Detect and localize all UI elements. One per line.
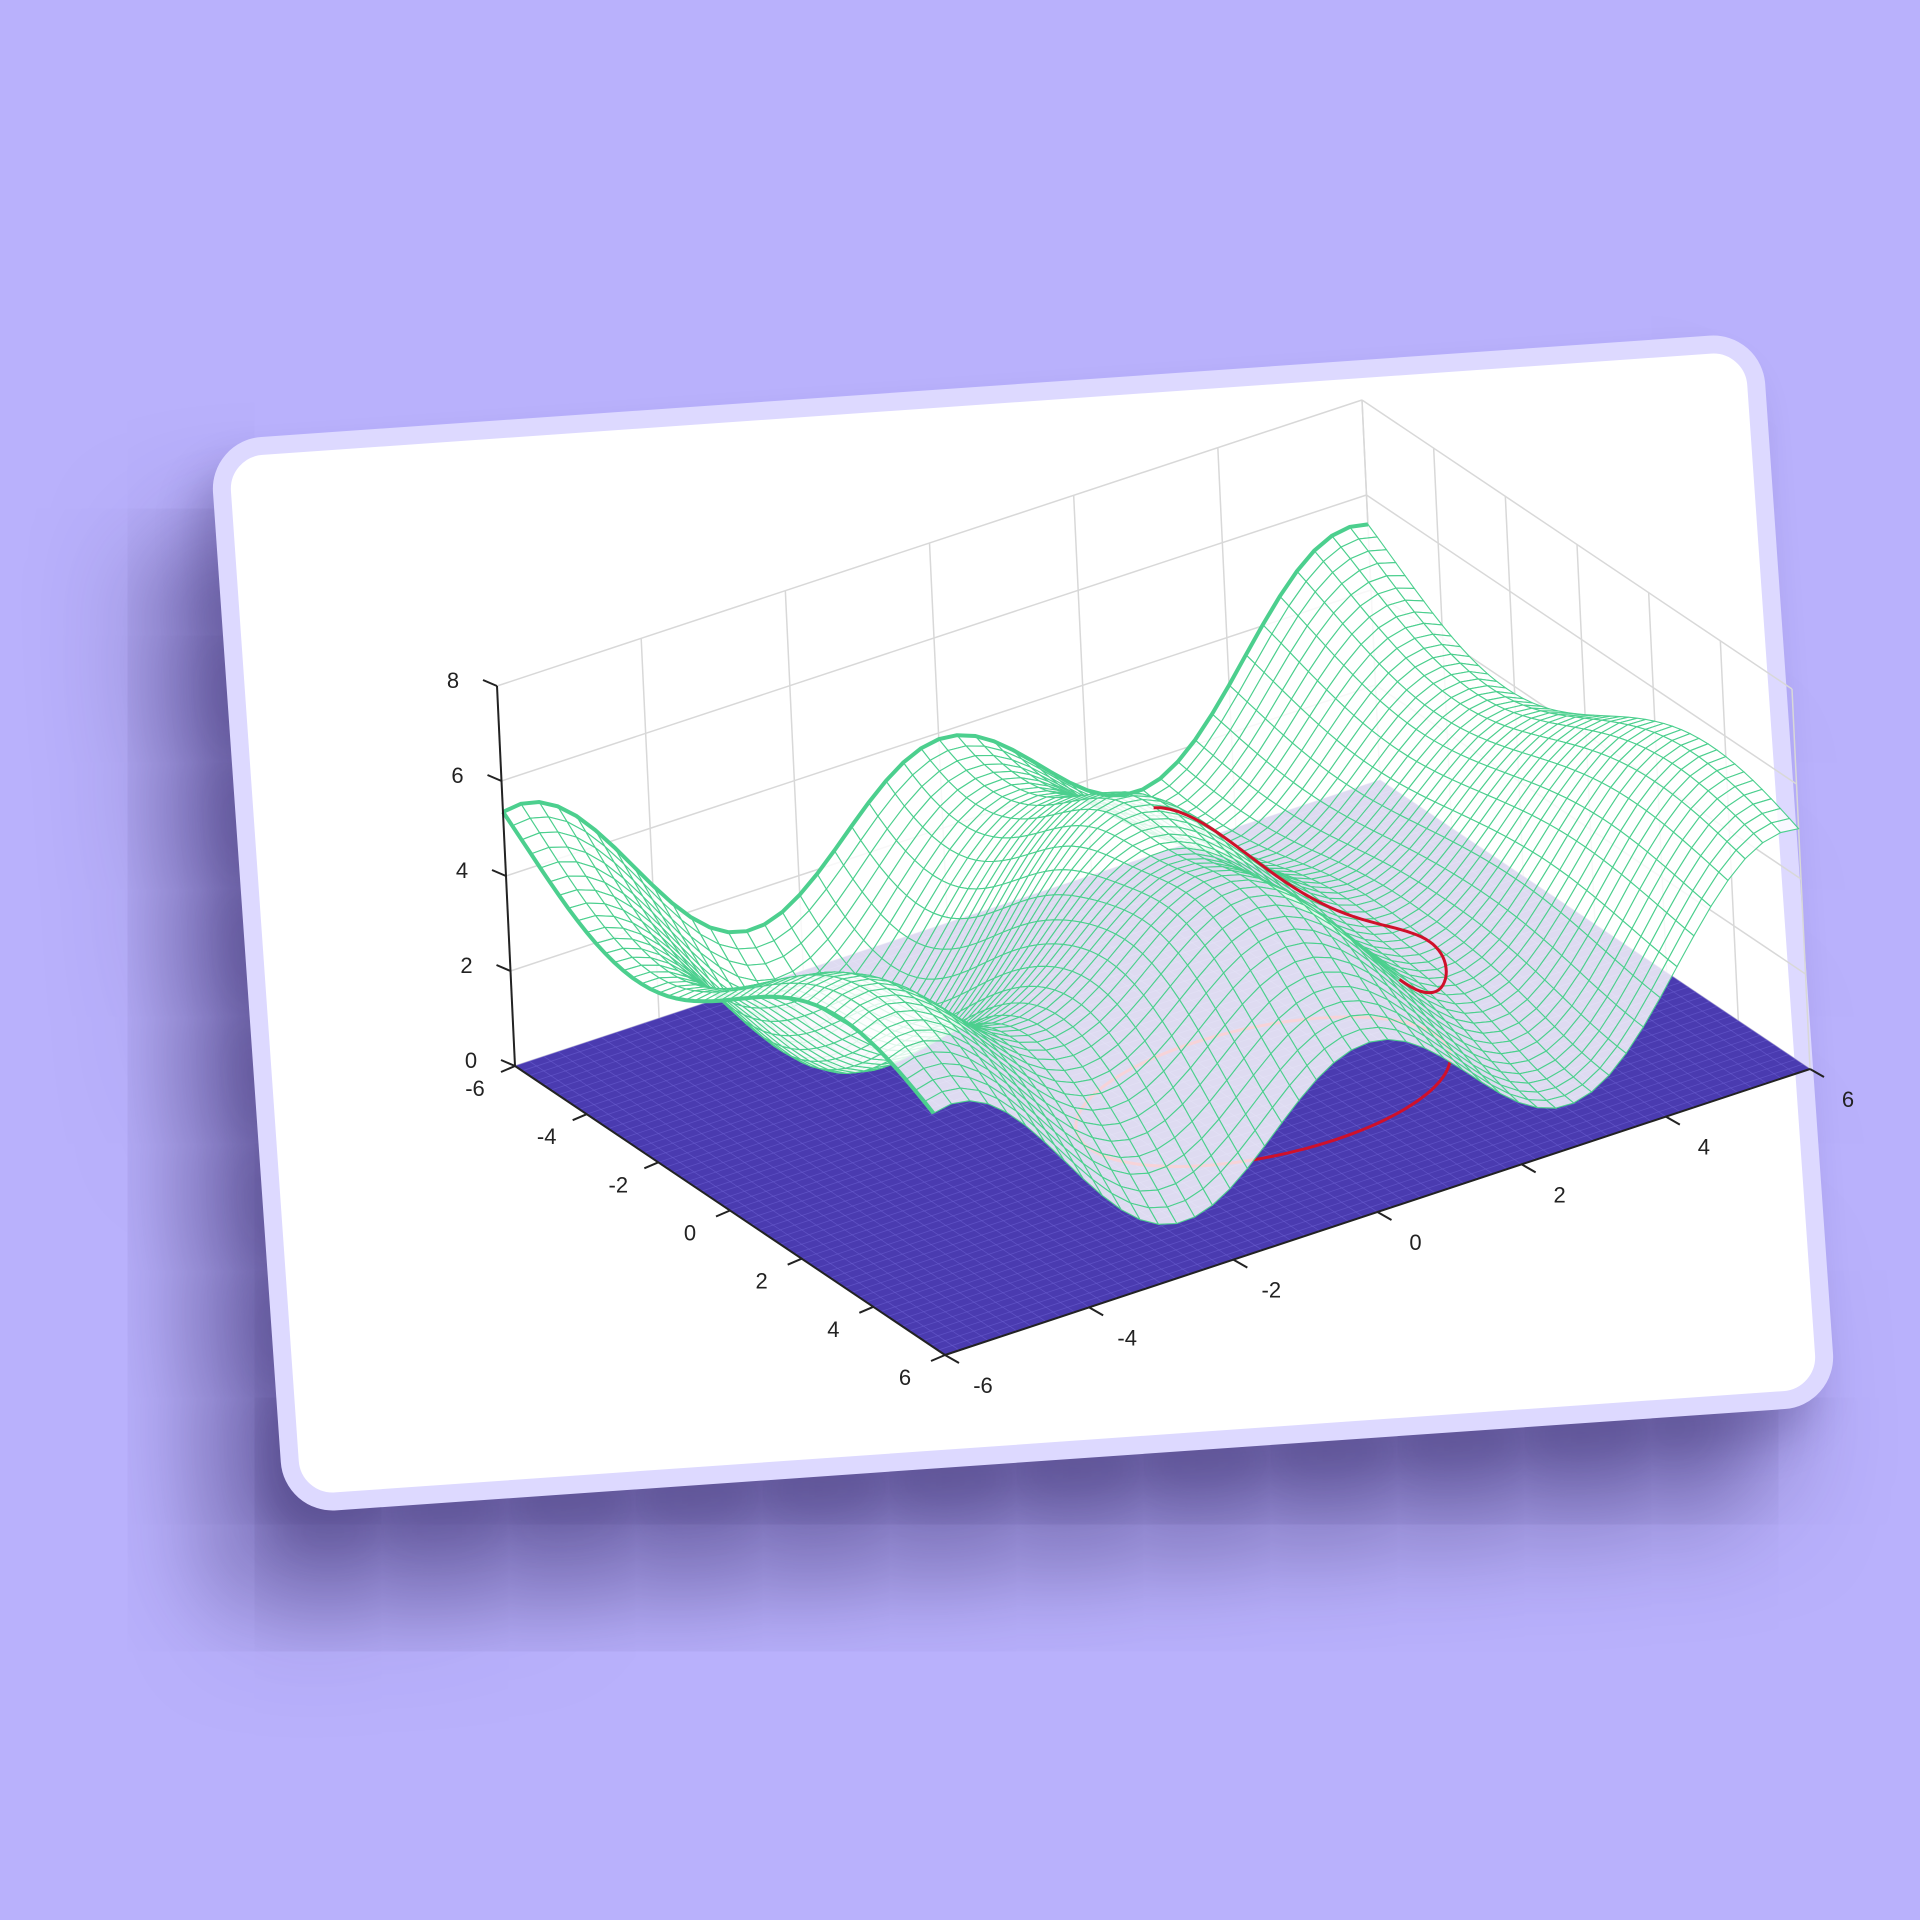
x-tick-label: 0	[684, 1221, 696, 1246]
z-tick	[488, 775, 502, 781]
y-tick-label: -6	[973, 1373, 993, 1398]
y-tick-label: 0	[1409, 1230, 1421, 1255]
x-tick-label: 6	[899, 1365, 911, 1390]
grid-line	[1792, 689, 1810, 1069]
y-tick-label: 6	[1842, 1087, 1854, 1112]
x-tick-label: 2	[756, 1269, 768, 1294]
z-tick-label: 4	[456, 858, 468, 883]
x-tick-label: -2	[609, 1172, 629, 1197]
y-tick	[1522, 1164, 1536, 1172]
x-tick	[573, 1114, 587, 1120]
z-tick-label: 0	[465, 1048, 477, 1073]
z-tick-label: 2	[460, 953, 472, 978]
z-tick	[497, 965, 511, 971]
x-tick	[716, 1211, 730, 1217]
y-tick	[1666, 1117, 1680, 1125]
x-tick	[788, 1259, 802, 1265]
x-tick	[501, 1066, 515, 1072]
x-tick	[859, 1307, 873, 1313]
z-tick-label: 8	[447, 668, 459, 693]
y-tick-label: -2	[1262, 1278, 1282, 1303]
z-tick	[501, 1060, 515, 1066]
z-tick-label: 6	[451, 763, 463, 788]
z-tick	[483, 680, 497, 686]
y-tick-label: 2	[1554, 1182, 1566, 1207]
y-tick	[1089, 1307, 1103, 1315]
x-tick	[931, 1355, 945, 1361]
y-tick	[1233, 1260, 1247, 1268]
x-tick-label: -6	[465, 1076, 485, 1101]
y-tick	[1810, 1069, 1824, 1077]
x-tick	[644, 1162, 658, 1168]
y-tick	[1378, 1212, 1392, 1220]
y-tick-label: 4	[1698, 1135, 1710, 1160]
x-tick-label: 4	[827, 1317, 839, 1342]
z-tick	[492, 870, 506, 876]
y-tick	[945, 1355, 959, 1363]
x-tick-label: -4	[537, 1124, 557, 1149]
y-tick-label: -4	[1117, 1325, 1137, 1350]
